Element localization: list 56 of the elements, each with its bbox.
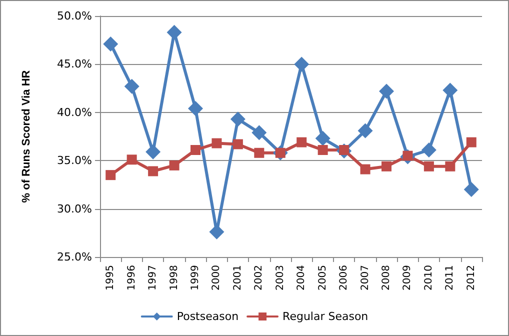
point <box>124 78 140 94</box>
point <box>358 123 373 138</box>
x-tick-label: 2003 <box>274 265 286 290</box>
point <box>442 82 458 98</box>
point <box>166 24 182 40</box>
x-tick-label: 1999 <box>190 265 201 290</box>
point <box>464 182 479 198</box>
x-tick-label: 2008 <box>381 265 392 290</box>
point <box>379 84 394 99</box>
point <box>212 138 222 148</box>
point <box>126 154 137 165</box>
point <box>294 56 310 72</box>
x-tick-label: 2011 <box>444 265 456 290</box>
point <box>146 144 161 160</box>
x-tick-label: 2002 <box>254 265 265 290</box>
x-tick-label: 2009 <box>402 265 414 290</box>
point <box>296 137 307 148</box>
x-tick-label: 2004 <box>296 265 308 290</box>
x-tick-label: 2000 <box>211 265 222 290</box>
x-tick-label: 2010 <box>423 265 434 290</box>
point <box>103 36 118 52</box>
y-tick-label: 45.0% <box>57 58 92 71</box>
point <box>318 144 328 155</box>
y-tick-label: 25.0% <box>57 250 92 264</box>
point <box>315 130 330 146</box>
legend-label: Regular Season <box>282 310 368 323</box>
x-tick-label: 2006 <box>338 265 350 290</box>
x-tick-label: 1996 <box>126 265 138 290</box>
x-tick-label: 2005 <box>317 265 328 290</box>
point <box>466 137 476 148</box>
point <box>424 161 434 172</box>
point <box>421 142 436 158</box>
point <box>254 148 264 158</box>
point <box>232 139 243 150</box>
x-tick-label: 2001 <box>232 265 244 290</box>
x-tick-label: 1995 <box>105 265 116 290</box>
y-tick-label: 30.0% <box>57 202 92 216</box>
y-tick-label: 35.0% <box>57 154 92 168</box>
point <box>252 125 267 140</box>
x-tick-label: 1998 <box>168 265 180 290</box>
point <box>106 170 116 180</box>
point <box>445 161 456 172</box>
x-tick-label: 2012 <box>466 265 477 290</box>
point <box>230 112 246 127</box>
point <box>169 160 180 170</box>
point <box>148 166 158 176</box>
x-tick-label: 1997 <box>148 265 159 290</box>
point <box>360 164 370 174</box>
point <box>190 144 200 155</box>
point <box>382 161 392 172</box>
y-tick-label: 50.0% <box>57 10 92 22</box>
legend-label: Postseason <box>176 310 239 323</box>
point <box>188 101 203 116</box>
x-tick-label: 2007 <box>360 265 371 290</box>
y-tick-label: 40.0% <box>57 106 92 119</box>
y-axis-title: % of Runs Scored Via HR <box>20 70 32 203</box>
